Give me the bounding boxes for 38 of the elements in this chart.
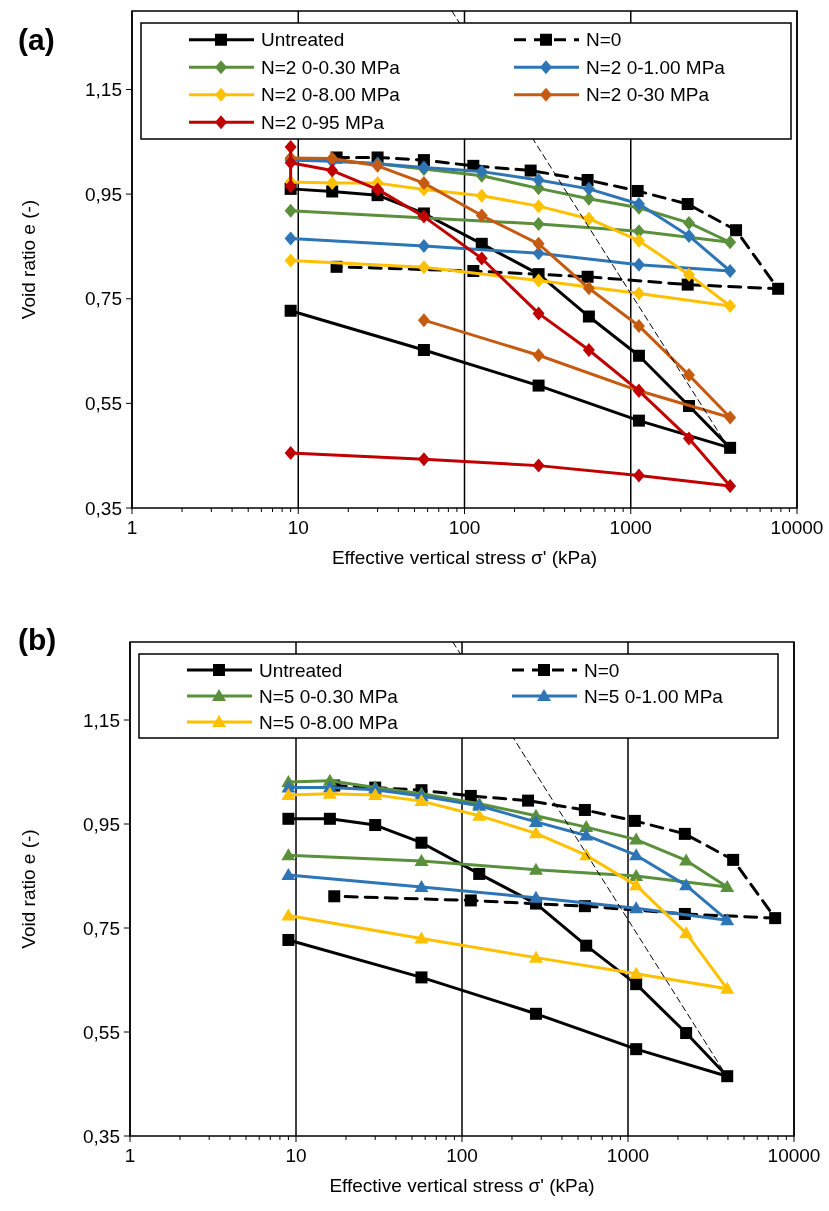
y-tick-label: 1,15 xyxy=(85,79,122,101)
y-tick-label: 1,15 xyxy=(83,709,120,731)
y-tick-label: 0,55 xyxy=(83,1021,120,1043)
x-tick-label: 10 xyxy=(287,517,309,538)
legend-label: N=5 0-1.00 MPa xyxy=(584,685,724,707)
y-tick-label: 0,35 xyxy=(83,1125,120,1147)
legend-label: N=2 0-95 MPa xyxy=(261,111,385,133)
legend-label: N=2 0-1.00 MPa xyxy=(586,56,726,78)
x-tick-label: 100 xyxy=(446,1145,478,1166)
y-axis-title: Void ratio e (-) xyxy=(18,829,39,949)
legend-label: N=2 0-8.00 MPa xyxy=(261,84,401,106)
legend-label: N=2 0-0.30 MPa xyxy=(261,56,401,78)
legend-label: Untreated xyxy=(261,29,345,51)
y-tick-label: 0,75 xyxy=(83,917,120,939)
x-tick-label: 1000 xyxy=(609,517,652,538)
y-tick-label: 0,95 xyxy=(83,813,120,835)
y-tick-label: 0,35 xyxy=(85,497,122,519)
x-tick-label: 1000 xyxy=(606,1145,650,1166)
y-tick-label: 0,95 xyxy=(85,183,122,205)
x-axis-title: Effective vertical stress σ' (kPa) xyxy=(329,1175,595,1196)
x-tick-label: 10000 xyxy=(770,517,824,538)
x-tick-label: 100 xyxy=(448,517,481,538)
legend-label: N=0 xyxy=(584,659,620,681)
y-axis-title: Void ratio e (-) xyxy=(18,199,39,320)
legend-label: N=5 0-8.00 MPa xyxy=(259,711,399,733)
y-tick-label: 0,55 xyxy=(85,393,122,415)
legend-label: N=2 0-30 MPa xyxy=(586,84,710,106)
legend-label: Untreated xyxy=(259,659,343,681)
x-axis-title: Effective vertical stress σ' (kPa) xyxy=(331,547,598,568)
legend-label: N=0 xyxy=(586,29,622,51)
chart-title: (b) xyxy=(18,623,57,656)
x-tick-label: 1 xyxy=(126,517,138,538)
x-tick-label: 10 xyxy=(285,1145,307,1166)
chart-title: (a) xyxy=(18,23,55,56)
legend-label: N=5 0-0.30 MPa xyxy=(259,685,399,707)
y-tick-label: 0,75 xyxy=(85,288,122,310)
x-tick-label: 10000 xyxy=(767,1145,821,1166)
x-tick-label: 1 xyxy=(124,1145,136,1166)
